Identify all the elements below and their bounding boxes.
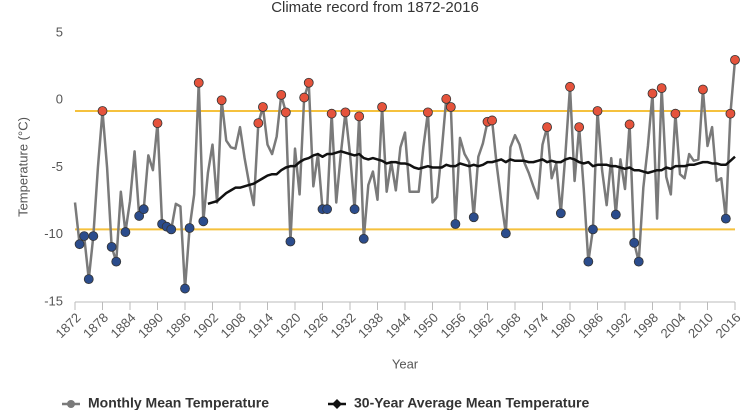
x-tick-label: 1896 <box>162 310 193 341</box>
x-tick-label: 2004 <box>657 310 688 341</box>
point-marker <box>106 241 117 252</box>
x-tick-label: 1872 <box>52 310 83 341</box>
x-tick-label: 2010 <box>685 310 716 341</box>
point-marker <box>574 122 585 133</box>
legend-label: 30-Year Average Mean Temperature <box>354 395 589 410</box>
point-marker <box>216 95 227 106</box>
point-marker <box>592 106 603 116</box>
point-marker <box>441 94 452 104</box>
point-marker <box>500 228 511 239</box>
series-line <box>207 150 736 206</box>
x-tick-label: 1980 <box>547 310 578 341</box>
point-marker <box>656 83 667 94</box>
point-marker <box>79 231 90 241</box>
point-marker <box>555 208 566 219</box>
x-tick-label: 1974 <box>520 310 551 341</box>
x-tick-label: 1950 <box>410 310 441 341</box>
series-line <box>73 59 737 290</box>
legend-marker <box>332 399 342 409</box>
point-marker <box>97 106 108 116</box>
point-marker <box>88 231 99 241</box>
point-marker <box>74 239 85 250</box>
point-marker <box>725 108 736 119</box>
point-marker <box>542 122 552 133</box>
point-marker <box>354 111 365 122</box>
point-marker <box>358 233 369 244</box>
y-tick-label: -10 <box>44 226 63 241</box>
x-tick-label: 1998 <box>630 310 661 341</box>
point-marker <box>340 107 351 118</box>
point-marker <box>588 224 598 235</box>
x-tick-label: 1926 <box>300 310 331 341</box>
x-tick-label: 1968 <box>492 310 523 341</box>
point-marker <box>487 115 497 126</box>
point-marker <box>134 211 145 221</box>
x-tick-label: 1992 <box>602 310 633 341</box>
y-tick-label: 5 <box>56 24 63 39</box>
point-marker <box>633 256 644 267</box>
x-tick-label: 1902 <box>190 310 221 341</box>
point-marker <box>670 108 681 119</box>
point-marker <box>193 77 204 88</box>
x-tick-label: 1986 <box>575 310 606 341</box>
point-marker <box>720 213 731 224</box>
point-marker <box>111 256 122 267</box>
point-marker <box>83 274 94 285</box>
x-tick-label: 1914 <box>245 310 276 341</box>
x-tick-label: 1884 <box>107 310 138 341</box>
point-marker <box>166 224 177 235</box>
x-tick-label: 1944 <box>382 310 413 341</box>
point-marker <box>583 256 594 267</box>
x-tick-label: 1890 <box>135 310 166 341</box>
point-marker <box>285 236 296 247</box>
x-tick-label: 1878 <box>80 310 111 341</box>
legend-label: Monthly Mean Temperature <box>88 395 269 410</box>
point-marker <box>258 102 268 112</box>
point-marker <box>180 283 190 294</box>
chart-title: Climate record from 1872-2016 <box>271 0 479 16</box>
point-marker <box>276 89 287 100</box>
point-marker <box>303 77 314 88</box>
point-marker <box>565 81 575 92</box>
point-marker <box>280 107 291 118</box>
point-marker <box>423 107 433 118</box>
point-marker <box>253 118 264 129</box>
point-marker <box>624 119 635 130</box>
y-tick-label: -5 <box>51 159 63 174</box>
point-marker <box>349 204 360 215</box>
point-marker <box>647 88 658 99</box>
y-tick-label: -15 <box>44 293 63 308</box>
y-axis-label: Temperature (°C) <box>15 117 30 217</box>
point-marker <box>629 237 640 248</box>
point-marker <box>610 209 621 220</box>
point-marker <box>138 204 149 215</box>
point-marker <box>120 227 131 237</box>
legend-marker <box>67 400 75 408</box>
point-marker <box>698 84 708 95</box>
point-marker <box>152 118 163 129</box>
point-marker <box>377 102 387 112</box>
x-tick-label: 1908 <box>217 310 248 341</box>
x-axis-label: Year <box>392 356 419 371</box>
x-tick-label: 1920 <box>272 310 303 341</box>
x-tick-label: 2016 <box>712 310 743 341</box>
point-marker <box>299 92 310 103</box>
point-marker <box>198 216 209 227</box>
point-marker <box>326 108 337 119</box>
x-tick-label: 1932 <box>327 310 358 341</box>
x-tick-label: 1956 <box>437 310 468 341</box>
point-marker <box>730 55 740 65</box>
x-tick-label: 1938 <box>355 310 386 341</box>
y-tick-label: 0 <box>56 92 63 107</box>
point-marker <box>322 204 332 215</box>
point-marker <box>445 102 456 112</box>
point-marker <box>450 219 461 229</box>
point-marker <box>184 223 195 233</box>
point-marker <box>468 212 479 223</box>
x-tick-label: 1962 <box>465 310 496 341</box>
